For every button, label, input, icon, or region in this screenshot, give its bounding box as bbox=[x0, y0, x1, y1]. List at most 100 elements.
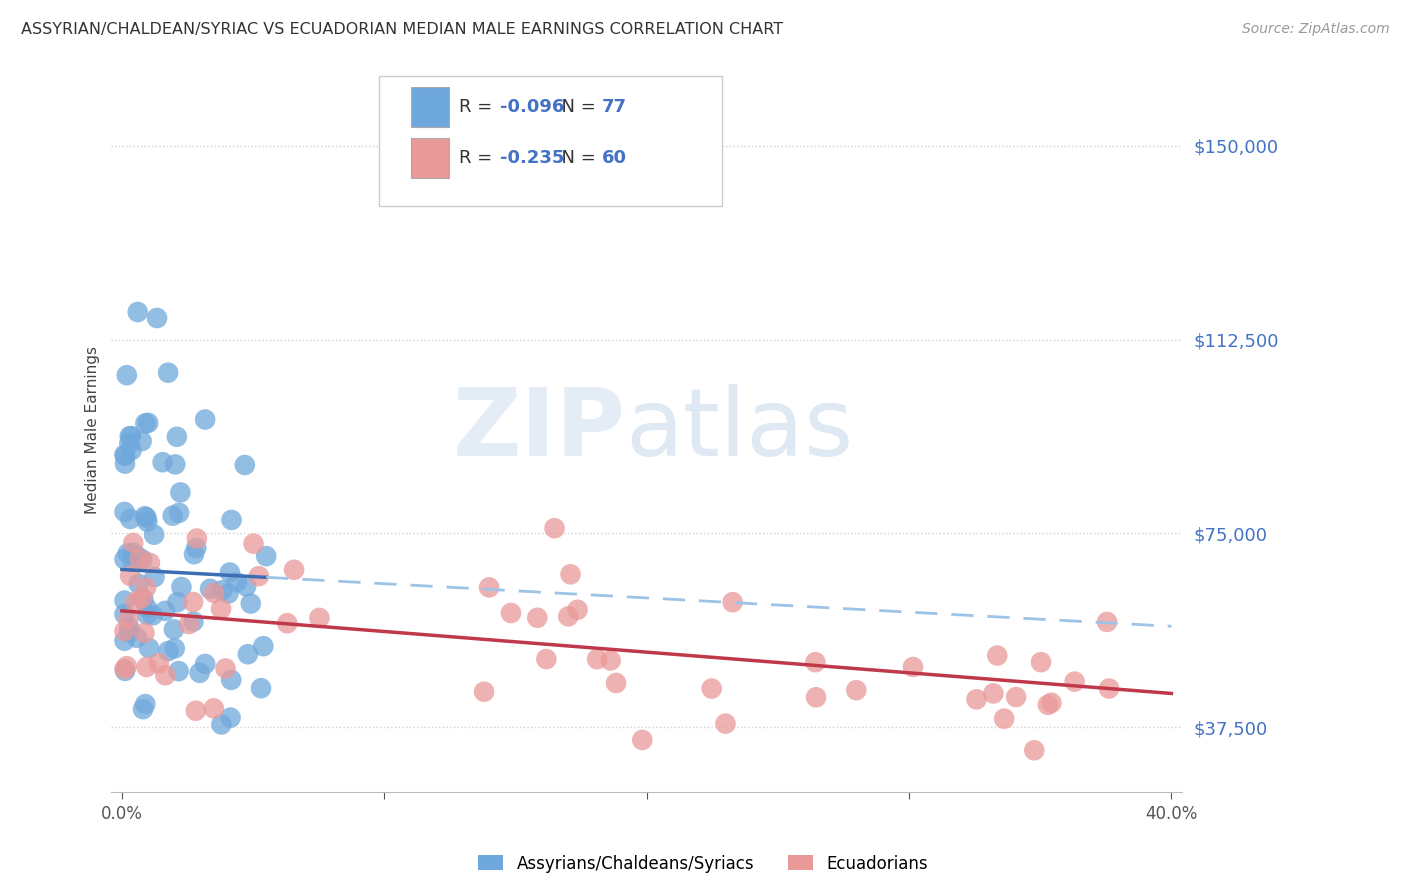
Point bbox=[114, 624, 136, 639]
Point bbox=[214, 661, 236, 675]
Point bbox=[181, 595, 204, 609]
Text: ZIP: ZIP bbox=[453, 384, 626, 476]
Point bbox=[219, 673, 242, 687]
Point bbox=[599, 653, 621, 667]
Point bbox=[188, 665, 211, 680]
Point bbox=[183, 547, 205, 561]
Point bbox=[247, 569, 270, 583]
Point bbox=[114, 633, 136, 648]
Point bbox=[198, 582, 221, 596]
Point bbox=[526, 611, 548, 625]
Point bbox=[1095, 615, 1118, 629]
Text: R =: R = bbox=[460, 149, 498, 167]
Point bbox=[114, 505, 136, 519]
Point bbox=[804, 655, 827, 669]
Point bbox=[115, 368, 138, 383]
Point bbox=[242, 537, 264, 551]
Point bbox=[157, 366, 180, 380]
Point bbox=[114, 448, 136, 462]
Point bbox=[135, 581, 157, 595]
Point bbox=[157, 644, 180, 658]
Point bbox=[134, 509, 156, 524]
Point bbox=[250, 681, 273, 696]
Point bbox=[605, 676, 627, 690]
Point bbox=[211, 583, 233, 598]
Point bbox=[236, 647, 259, 661]
Point bbox=[135, 660, 157, 674]
Point bbox=[219, 711, 242, 725]
Point bbox=[162, 508, 184, 523]
Point bbox=[225, 575, 247, 590]
Point bbox=[114, 552, 136, 566]
Point bbox=[235, 579, 257, 593]
Point bbox=[167, 506, 190, 520]
Point bbox=[152, 455, 174, 469]
Point bbox=[721, 595, 744, 609]
Point bbox=[209, 717, 232, 731]
Point bbox=[254, 549, 277, 563]
Text: 77: 77 bbox=[602, 98, 627, 116]
Y-axis label: Median Male Earnings: Median Male Earnings bbox=[86, 346, 100, 514]
FancyBboxPatch shape bbox=[380, 76, 721, 206]
Point bbox=[170, 580, 193, 594]
Text: Source: ZipAtlas.com: Source: ZipAtlas.com bbox=[1241, 22, 1389, 37]
Point bbox=[536, 652, 558, 666]
Legend: Assyrians/Chaldeans/Syriacs, Ecuadorians: Assyrians/Chaldeans/Syriacs, Ecuadorians bbox=[471, 848, 935, 880]
Point bbox=[136, 601, 159, 615]
Point bbox=[121, 555, 143, 569]
Point bbox=[217, 586, 239, 600]
Point bbox=[122, 545, 145, 559]
Point bbox=[586, 652, 609, 666]
Point bbox=[700, 681, 723, 696]
Point bbox=[177, 617, 200, 632]
Point bbox=[131, 552, 153, 566]
Point bbox=[120, 512, 142, 526]
Point bbox=[560, 567, 582, 582]
Point bbox=[308, 611, 330, 625]
Point bbox=[184, 704, 207, 718]
Point bbox=[714, 716, 737, 731]
Point bbox=[1036, 698, 1059, 712]
Point bbox=[163, 623, 186, 637]
Point bbox=[132, 592, 155, 607]
Point bbox=[121, 443, 143, 458]
Point bbox=[1040, 696, 1063, 710]
Point bbox=[631, 733, 654, 747]
Point bbox=[202, 701, 225, 715]
FancyBboxPatch shape bbox=[411, 87, 449, 127]
Point bbox=[233, 458, 256, 472]
Point bbox=[114, 662, 136, 676]
Point bbox=[114, 593, 136, 607]
Point bbox=[136, 416, 159, 430]
Point bbox=[155, 668, 177, 682]
Point bbox=[183, 615, 205, 629]
Point bbox=[804, 690, 827, 705]
Point bbox=[167, 664, 190, 678]
Point bbox=[1098, 681, 1121, 696]
Text: 60: 60 bbox=[602, 149, 627, 167]
Point bbox=[993, 712, 1015, 726]
Point bbox=[499, 606, 522, 620]
Point bbox=[209, 602, 232, 616]
Point bbox=[114, 607, 136, 622]
Point bbox=[125, 631, 148, 645]
Point bbox=[118, 436, 141, 450]
Point bbox=[165, 458, 187, 472]
Text: ASSYRIAN/CHALDEAN/SYRIAC VS ECUADORIAN MEDIAN MALE EARNINGS CORRELATION CHART: ASSYRIAN/CHALDEAN/SYRIAC VS ECUADORIAN M… bbox=[21, 22, 783, 37]
Point bbox=[194, 657, 217, 671]
Point bbox=[124, 595, 146, 609]
Point bbox=[557, 609, 579, 624]
Point bbox=[125, 549, 148, 563]
Point bbox=[120, 569, 142, 583]
Point bbox=[276, 616, 298, 631]
Point bbox=[567, 603, 589, 617]
Point bbox=[283, 563, 305, 577]
Point bbox=[114, 457, 136, 471]
Point bbox=[166, 595, 188, 609]
Text: N =: N = bbox=[550, 98, 602, 116]
Point bbox=[128, 552, 150, 566]
Point bbox=[114, 449, 136, 463]
Point bbox=[136, 607, 159, 622]
Point bbox=[845, 683, 868, 698]
Point bbox=[169, 485, 191, 500]
